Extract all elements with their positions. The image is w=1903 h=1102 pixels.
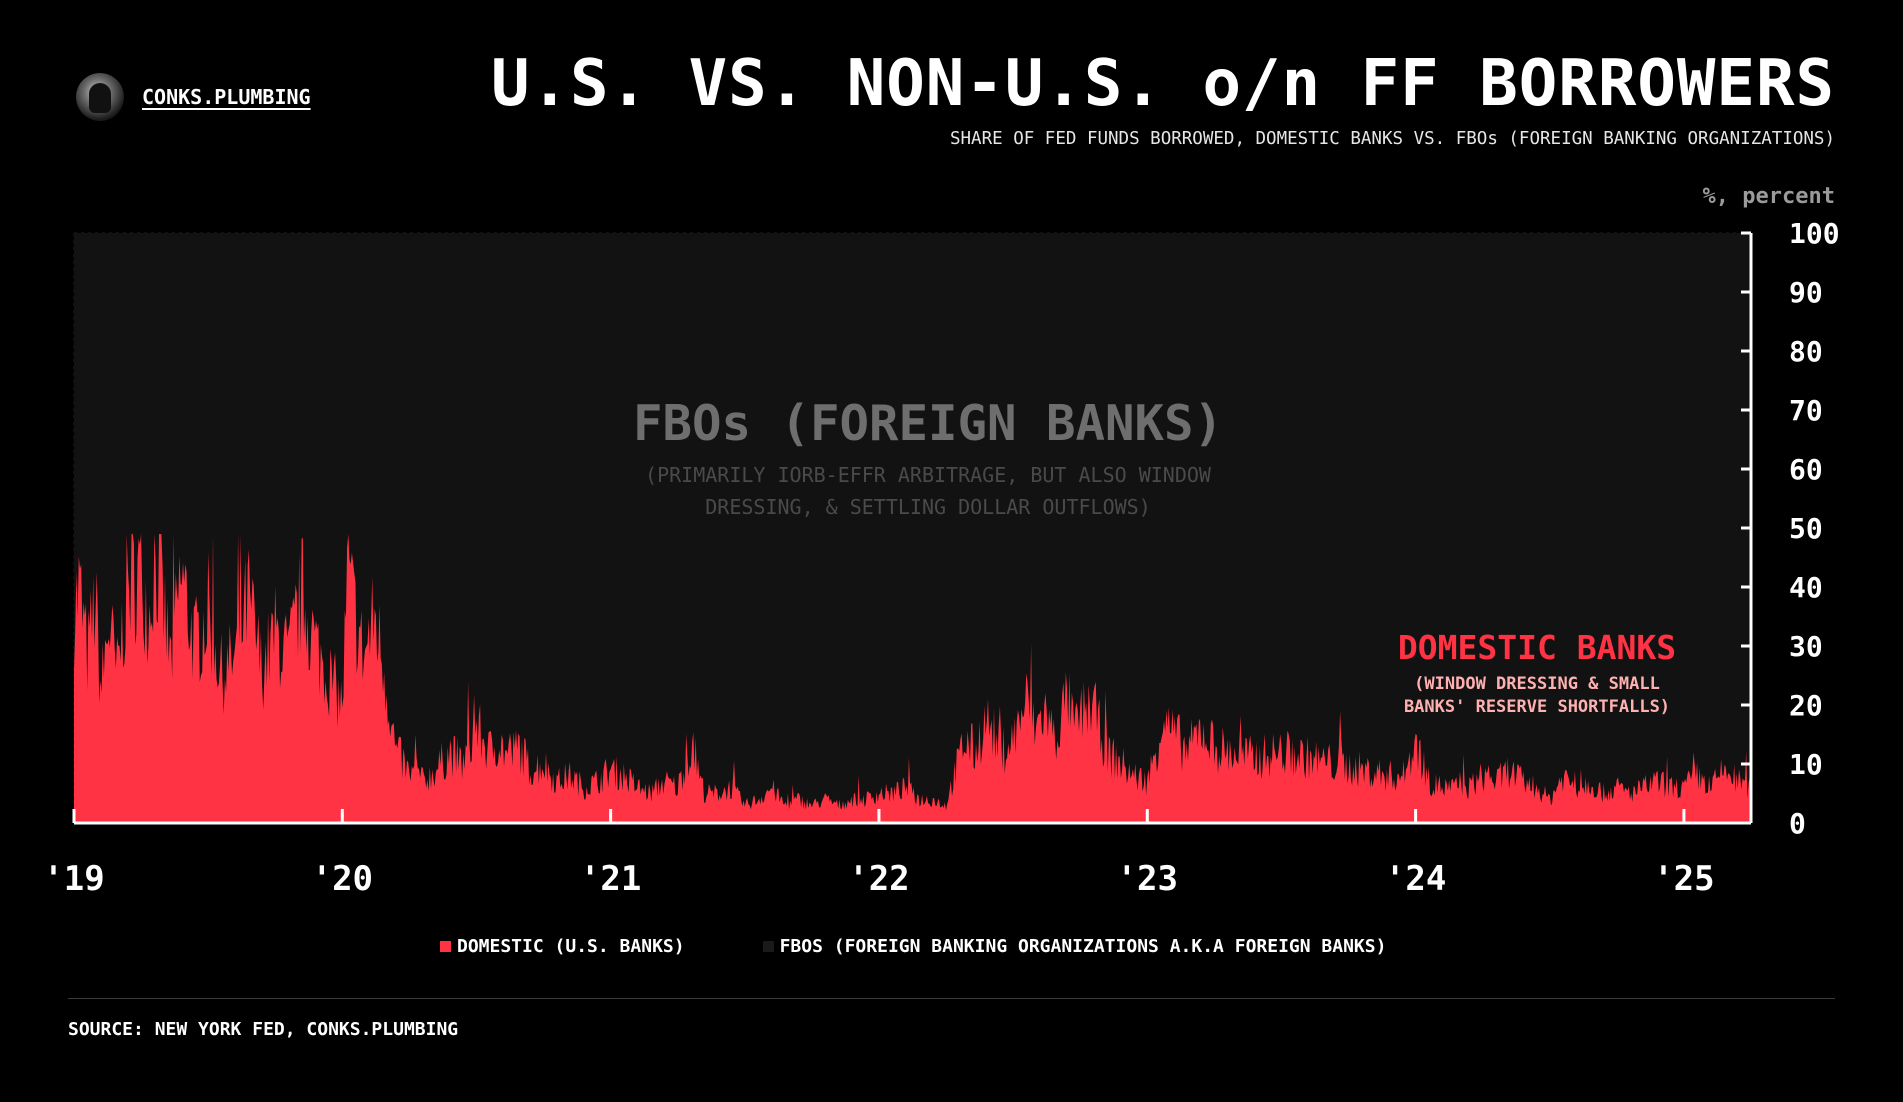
- y-tick-label: 50: [1789, 512, 1823, 545]
- y-tick-label: 10: [1789, 748, 1823, 781]
- y-tick-label: 90: [1789, 276, 1823, 309]
- legend-item-domestic[interactable]: DOMESTIC (U.S. BANKS): [440, 936, 685, 957]
- legend-swatch-fbos: [762, 941, 774, 952]
- brand-name[interactable]: CONKS.PLUMBING: [142, 85, 311, 109]
- domestic-annotation-note-2: BANKS' RESERVE SHORTFALLS): [1404, 697, 1670, 717]
- y-tick-label: 30: [1789, 630, 1823, 663]
- page-title: U.S. VS. NON-U.S. o/n FF BORROWERS: [490, 47, 1835, 121]
- y-tick-label: 100: [1789, 217, 1840, 250]
- x-tick-label: '24: [1385, 859, 1446, 899]
- fbo-annotation-note-1: (PRIMARILY IORB-EFFR ARBITRAGE, BUT ALSO…: [645, 463, 1212, 487]
- x-tick-label: '22: [848, 859, 909, 899]
- y-axis-unit-label: %, percent: [1702, 184, 1835, 209]
- domestic-area-layer: [74, 533, 1751, 823]
- legend: DOMESTIC (U.S. BANKS) FBOS (FOREIGN BANK…: [440, 936, 1464, 957]
- y-tick-label: 20: [1789, 689, 1823, 722]
- area-chart: FBOs (FOREIGN BANKS) (PRIMARILY IORB-EFF…: [43, 217, 1840, 899]
- y-tick-label: 70: [1789, 394, 1823, 427]
- legend-label-domestic: DOMESTIC (U.S. BANKS): [457, 936, 685, 957]
- fbo-area: [74, 233, 1751, 811]
- domestic-area: [74, 533, 1751, 823]
- y-tick-label: 80: [1789, 335, 1823, 368]
- footer-divider: [68, 998, 1835, 999]
- y-axis-ticks: 0 10 20 30 40 50 60 70 80 90 100: [1741, 217, 1840, 840]
- x-tick-label: '19: [43, 859, 104, 899]
- fbo-area-layer: [74, 233, 1751, 811]
- legend-swatch-domestic: [440, 941, 451, 952]
- page-subtitle: SHARE OF FED FUNDS BORROWED, DOMESTIC BA…: [949, 129, 1835, 149]
- x-tick-label: '20: [312, 859, 373, 899]
- brand: CONKS.PLUMBING: [76, 73, 311, 121]
- legend-item-fbos[interactable]: FBOS (FOREIGN BANKING ORGANIZATIONS A.K.…: [762, 936, 1387, 957]
- fbo-annotation-title: FBOs (FOREIGN BANKS): [633, 395, 1223, 452]
- fbo-annotation-note-2: DRESSING, & SETTLING DOLLAR OUTFLOWS): [705, 495, 1151, 519]
- y-tick-label: 60: [1789, 453, 1823, 486]
- legend-label-fbos: FBOS (FOREIGN BANKING ORGANIZATIONS A.K.…: [779, 936, 1387, 957]
- domestic-annotation-note-1: (WINDOW DRESSING & SMALL: [1414, 674, 1660, 694]
- x-tick-label: '25: [1653, 859, 1714, 899]
- masked-figure-avatar-icon: [76, 73, 124, 121]
- y-tick-label: 0: [1789, 807, 1806, 840]
- x-tick-label: '21: [580, 859, 641, 899]
- x-axis-ticks: '19 '20 '21 '22 '23 '24 '25: [43, 809, 1715, 899]
- domestic-annotation-title: DOMESTIC BANKS: [1398, 628, 1676, 667]
- y-tick-label: 40: [1789, 571, 1823, 604]
- x-tick-label: '23: [1117, 859, 1178, 899]
- source-note: SOURCE: NEW YORK FED, CONKS.PLUMBING: [68, 1019, 459, 1040]
